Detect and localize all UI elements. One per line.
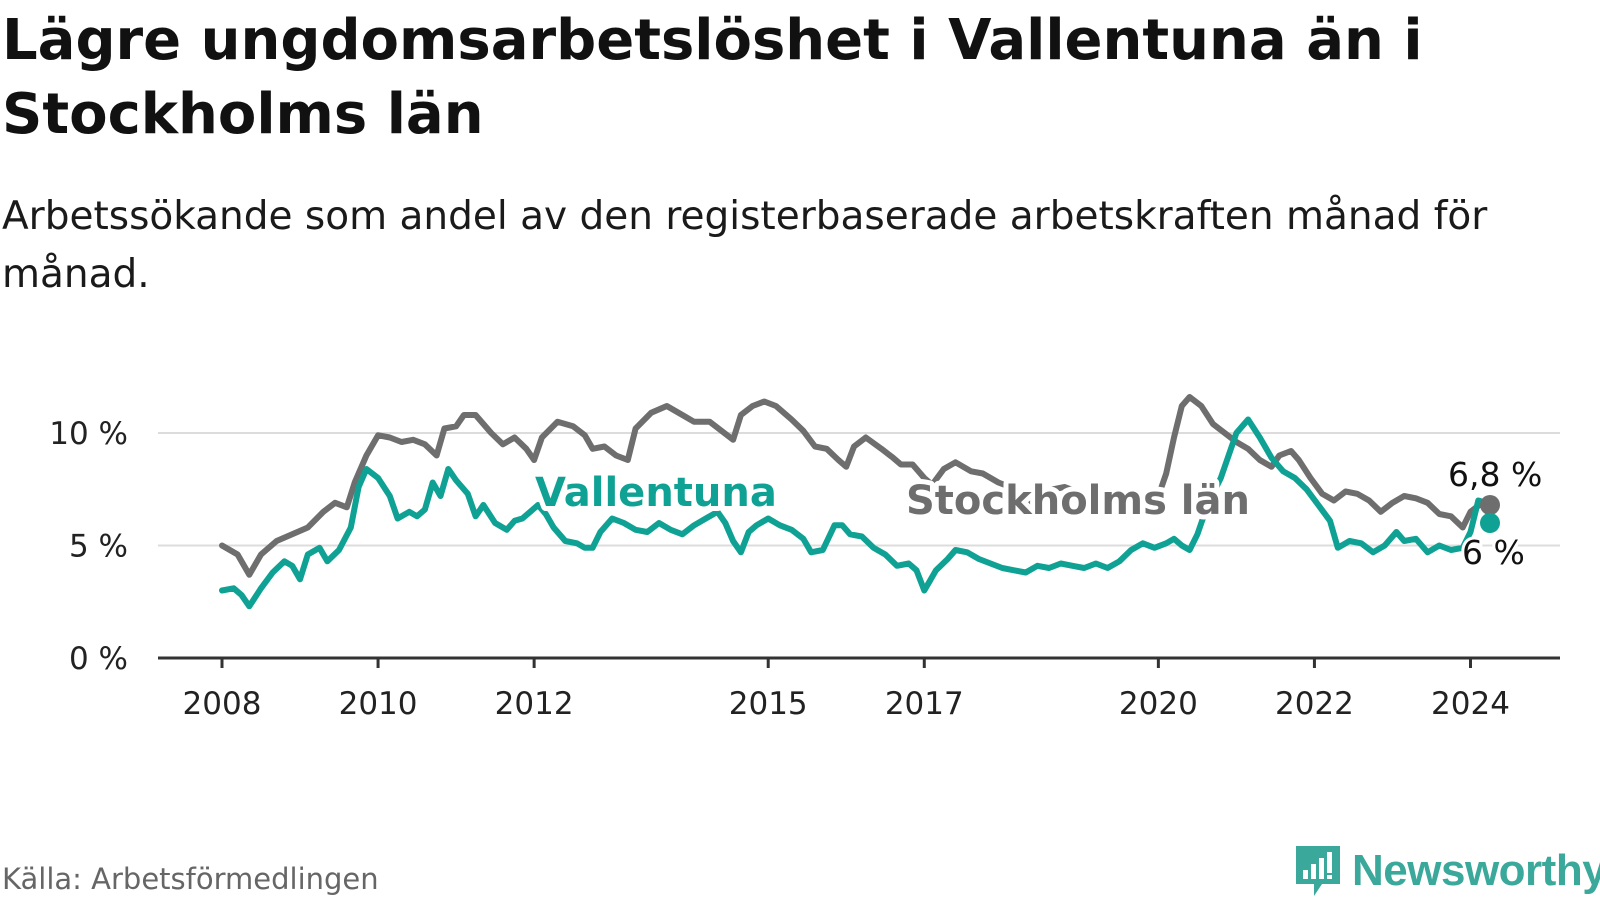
series-labels: Vallentuna Stockholms län — [530, 465, 1255, 529]
x-tick-label: 2008 — [183, 686, 262, 720]
brand-name: Newsworthy — [1352, 846, 1600, 895]
x-tick-label: 2022 — [1275, 686, 1354, 720]
y-tick-label: 5 % — [69, 529, 128, 565]
end-markers: 6,8 % 6 % — [1445, 452, 1545, 575]
series-line-stockholms-l-n — [219, 394, 1493, 578]
newsworthy-logo-icon — [1296, 846, 1340, 896]
x-tick-label: 2024 — [1431, 686, 1510, 720]
end-dot-stockholm — [1480, 495, 1500, 515]
series-lines — [219, 394, 1493, 610]
x-tick-label: 2015 — [729, 686, 808, 720]
x-tick-label: 2010 — [339, 686, 418, 720]
series-line-vallentuna — [219, 416, 1493, 610]
brand-logo: Newsworthy — [1292, 842, 1600, 900]
line-chart: 0 %5 %10 % 2008 2010 2012 2015 2017 2020 2022 2… — [49, 394, 1560, 720]
series-name-vallentuna: Vallentuna — [535, 470, 777, 516]
chart-title: Lägre ungdomsarbetslöshet i Vallentuna ä… — [2, 8, 1423, 147]
x-axis-ticks: 2008 2010 2012 2015 2017 2020 2022 2024 — [183, 658, 1510, 720]
gridlines — [158, 432, 1560, 547]
chart-subtitle: Arbetssökande som andel av den registerb… — [2, 194, 1488, 297]
end-dot-vallentuna — [1480, 513, 1500, 533]
x-tick-label: 2020 — [1119, 686, 1198, 720]
x-tick-label: 2017 — [885, 686, 964, 720]
series-name-stockholm: Stockholms län — [906, 478, 1250, 524]
x-tick-label: 2012 — [495, 686, 574, 720]
end-label-stockholm: 6,8 % — [1448, 455, 1542, 494]
y-tick-label: 0 % — [69, 641, 128, 677]
end-label-vallentuna: 6 % — [1462, 533, 1525, 572]
y-tick-label: 10 % — [49, 416, 128, 452]
source-note: Källa: Arbetsförmedlingen — [2, 862, 379, 896]
y-axis-ticks: 0 % 5 % 10 % — [49, 416, 128, 677]
